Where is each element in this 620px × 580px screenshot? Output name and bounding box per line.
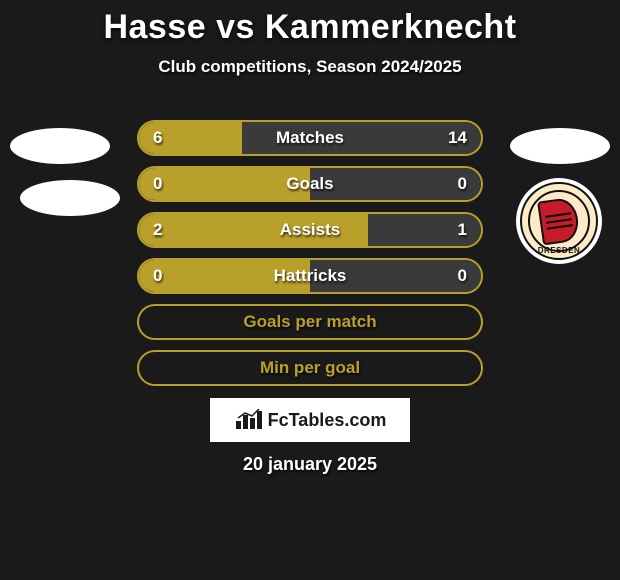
stat-label: Min per goal	[139, 358, 481, 378]
snapshot-date: 20 january 2025	[0, 454, 620, 475]
left-player-logo-2	[20, 180, 120, 216]
fctables-logo-icon	[234, 409, 264, 431]
fctables-text: FcTables.com	[268, 410, 387, 431]
fctables-badge: FcTables.com	[210, 398, 410, 442]
right-player-logo-1	[510, 128, 610, 164]
stat-row-assists: 21Assists	[137, 212, 483, 248]
stat-row-min-per-goal: Min per goal	[137, 350, 483, 386]
left-player-logo-1	[10, 128, 110, 164]
page-title: Hasse vs Kammerknecht	[0, 0, 620, 47]
stat-label: Goals	[139, 174, 481, 194]
stats-bars: 614Matches 00Goals 21Assists 00Hattricks Goa…	[137, 120, 483, 396]
right-player-logo-2: DRESDEN	[516, 178, 602, 264]
stat-label: Hattricks	[139, 266, 481, 286]
subtitle: Club competitions, Season 2024/2025	[0, 57, 620, 77]
stat-label: Assists	[139, 220, 481, 240]
crest-label: DRESDEN	[522, 246, 596, 255]
stat-row-goals-per-match: Goals per match	[137, 304, 483, 340]
stat-label: Goals per match	[139, 312, 481, 332]
stat-label: Matches	[139, 128, 481, 148]
dynamo-dresden-crest-icon: DRESDEN	[520, 182, 598, 260]
stat-row-matches: 614Matches	[137, 120, 483, 156]
stat-row-goals: 00Goals	[137, 166, 483, 202]
stat-row-hattricks: 00Hattricks	[137, 258, 483, 294]
